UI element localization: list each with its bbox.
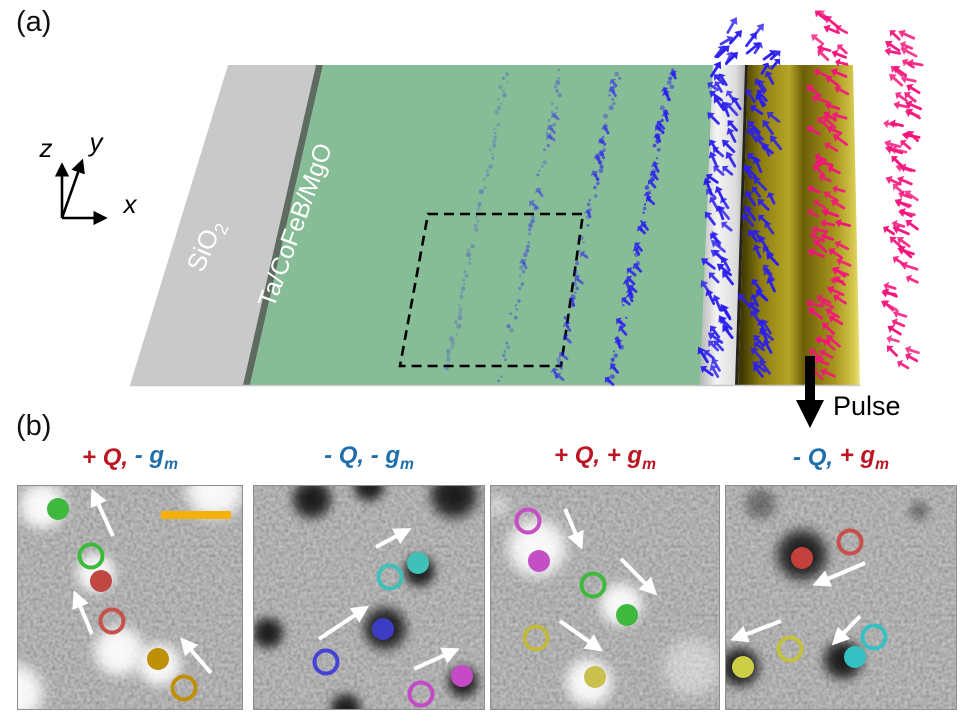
displacement-arrows — [558, 508, 658, 652]
open-circle-marker — [77, 542, 105, 570]
condition-label-part: - Q, — [793, 444, 840, 471]
condition-label: + Q, - gm — [7, 441, 253, 475]
open-circle-marker — [170, 674, 198, 702]
displacement-arrow — [72, 590, 94, 635]
open-circle-marker — [407, 680, 435, 708]
open-circle-marker — [376, 563, 404, 591]
condition-label-part: - Q, - gm — [324, 442, 414, 473]
scale-bar — [161, 510, 231, 520]
field-of-view-box — [398, 212, 585, 368]
y-axis-arrow — [60, 158, 85, 219]
domain-wall-trail — [604, 68, 678, 386]
skyrmion-blob — [254, 613, 287, 653]
open-circle-marker — [514, 507, 542, 535]
displacement-arrow — [563, 508, 584, 550]
condition-label-part: + Q, — [82, 444, 135, 471]
open-circle-marker — [312, 648, 340, 676]
skyrmion-blob — [907, 498, 932, 523]
filled-circle-marker — [371, 617, 394, 640]
filled-circle-marker — [584, 666, 607, 689]
filled-circle-marker — [731, 656, 754, 679]
displacement-arrow — [180, 637, 213, 675]
filled-circle-marker — [527, 550, 550, 573]
displacement-arrows — [317, 528, 460, 671]
pulse-label: Pulse — [833, 391, 901, 421]
filled-circle-marker — [90, 570, 113, 593]
skyrmion-blob — [287, 486, 336, 524]
pulse-arrow — [796, 356, 824, 428]
open-circle-marker — [579, 571, 607, 599]
lorentz-image-panel — [490, 485, 720, 710]
film-slab — [250, 65, 713, 385]
condition-label: - Q, + gm — [715, 441, 967, 475]
condition-label-part: - gm — [134, 442, 178, 473]
axes-indicator — [54, 158, 108, 226]
skyrmion-blob — [349, 486, 389, 506]
skyrmion-blob — [491, 491, 513, 521]
x-axis-label: x — [122, 189, 138, 219]
filled-circle-marker — [451, 665, 474, 688]
panel-b-label: (b) — [16, 410, 52, 442]
displacement-arrow — [619, 557, 658, 596]
panel-a-schematic: z y x SiO2 Ta/CoFeB/MgO Pulse — [39, 10, 924, 428]
displacement-arrow — [317, 605, 370, 641]
displacement-arrows — [730, 561, 866, 646]
filled-circle-marker — [406, 552, 429, 575]
filled-circle-marker — [46, 497, 69, 520]
panel-a-label: (a) — [16, 6, 52, 38]
displacement-arrow — [812, 561, 866, 587]
domain-wall-trail — [497, 69, 562, 383]
lorentz-image-panel — [253, 485, 485, 710]
pulse-indicator: Pulse — [796, 356, 901, 428]
film-edge-line — [243, 65, 323, 385]
condition-label-part: + gm — [839, 442, 889, 473]
domain-wall-arrow-column — [880, 29, 924, 370]
y-axis-label: y — [88, 127, 105, 157]
domain-wall-arrow-column — [737, 23, 783, 378]
lorentz-image-panel — [725, 485, 957, 710]
domain-wall-arrow-column — [805, 10, 852, 381]
displacement-arrow — [831, 614, 862, 646]
lorentz-image-panel — [17, 485, 243, 710]
open-circle-marker — [776, 635, 804, 663]
displacement-arrows — [72, 488, 213, 675]
filled-circle-marker — [843, 646, 866, 669]
open-circle-marker — [860, 623, 888, 651]
skyrmion-blob — [741, 486, 780, 524]
displacement-arrow — [90, 488, 115, 537]
filled-circle-marker — [791, 547, 814, 570]
condition-label: - Q, - gm — [243, 441, 495, 475]
filled-circle-marker — [146, 648, 169, 671]
substrate-slab — [130, 65, 316, 385]
displacement-arrow — [413, 647, 460, 671]
filled-circle-marker — [615, 603, 638, 626]
skyrmion-blob — [655, 630, 719, 703]
displacement-arrow — [730, 619, 782, 643]
domain-wall-trail — [550, 71, 622, 382]
condition-label: + Q, + gm — [480, 441, 730, 475]
z-axis-label: z — [39, 133, 53, 163]
skyrmion-blob — [326, 689, 366, 709]
open-circle-marker — [522, 624, 550, 652]
domain-wall-trail — [444, 72, 510, 371]
spin-texture-arrows — [444, 10, 924, 386]
open-circle-marker — [98, 607, 126, 635]
displacement-arrow — [375, 528, 412, 549]
domain-wall-arrow-column — [697, 17, 743, 379]
open-circle-marker — [836, 528, 864, 556]
displacement-arrow — [558, 619, 604, 652]
stripe-gap-line — [735, 65, 748, 385]
condition-label-part: + Q, + gm — [554, 442, 656, 473]
